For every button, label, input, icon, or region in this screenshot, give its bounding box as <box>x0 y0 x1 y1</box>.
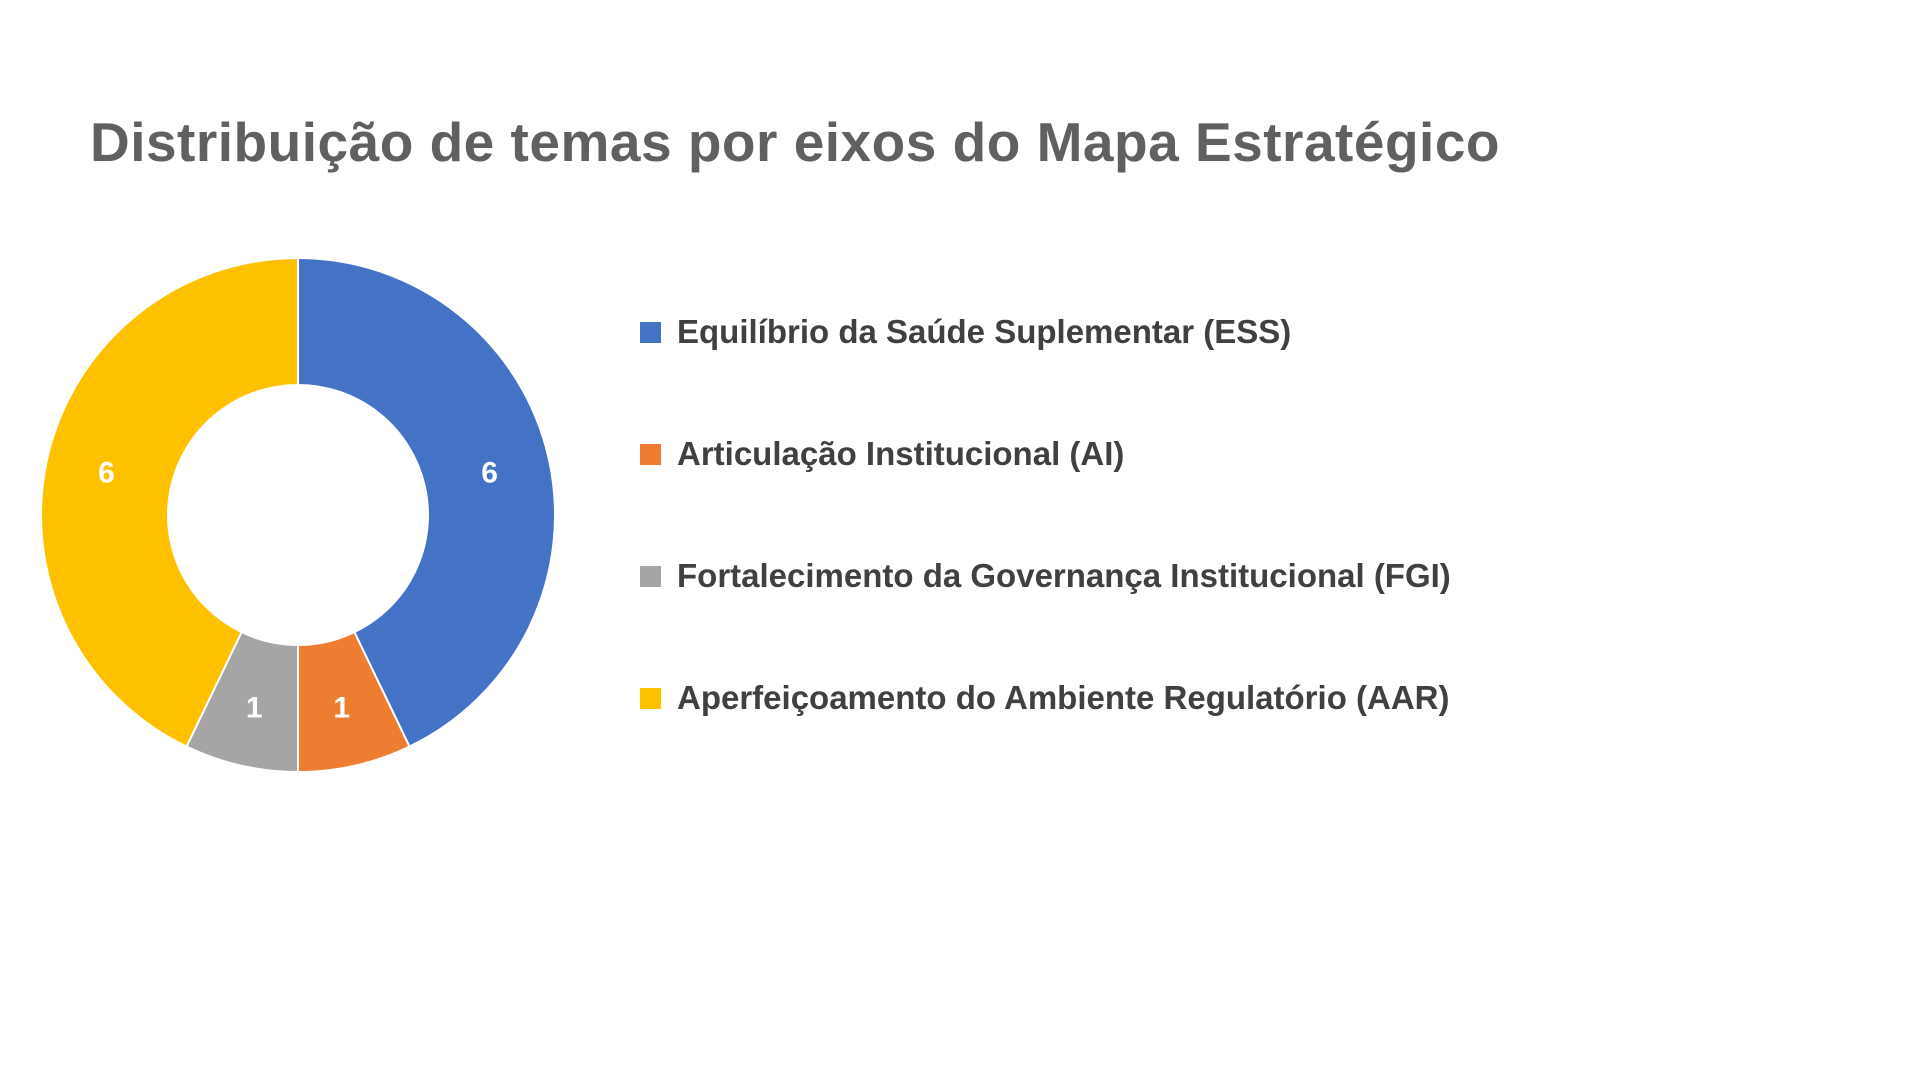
slice-data-label-0: 6 <box>481 456 498 489</box>
legend-marker-ess-icon <box>640 321 661 343</box>
donut-chart: 6 1 1 6 <box>38 255 558 775</box>
legend-label-fgi: Fortalecimento da Governança Institucion… <box>677 557 1451 594</box>
pie-slice-0 <box>297 256 556 748</box>
legend-label-aar: Aperfeiçoamento do Ambiente Regulatório … <box>677 679 1450 716</box>
chart-title: Distribuição de temas por eixos do Mapa … <box>89 111 1501 173</box>
legend-label-ai: Articulação Institucional (AI) <box>677 435 1125 472</box>
legend-item-fgi: Fortalecimento da Governança Institucion… <box>640 556 1451 596</box>
pie-slice-3 <box>40 256 299 748</box>
legend-marker-aar-icon <box>640 687 661 709</box>
slice-data-label-2: 1 <box>246 692 263 725</box>
legend-item-aar: Aperfeiçoamento do Ambiente Regulatório … <box>640 678 1451 718</box>
legend-label-ess: Equilíbrio da Saúde Suplementar (ESS) <box>677 313 1292 350</box>
chart-legend: Equilíbrio da Saúde Suplementar (ESS) Ar… <box>640 312 1451 718</box>
slice-data-label-3: 6 <box>98 456 115 489</box>
legend-item-ess: Equilíbrio da Saúde Suplementar (ESS) <box>640 312 1451 352</box>
legend-marker-fgi-icon <box>640 565 661 587</box>
legend-item-ai: Articulação Institucional (AI) <box>640 434 1451 474</box>
donut-chart-svg: 6 1 1 6 <box>40 256 556 774</box>
slice-data-label-1: 1 <box>333 692 350 725</box>
legend-marker-ai-icon <box>640 443 661 465</box>
